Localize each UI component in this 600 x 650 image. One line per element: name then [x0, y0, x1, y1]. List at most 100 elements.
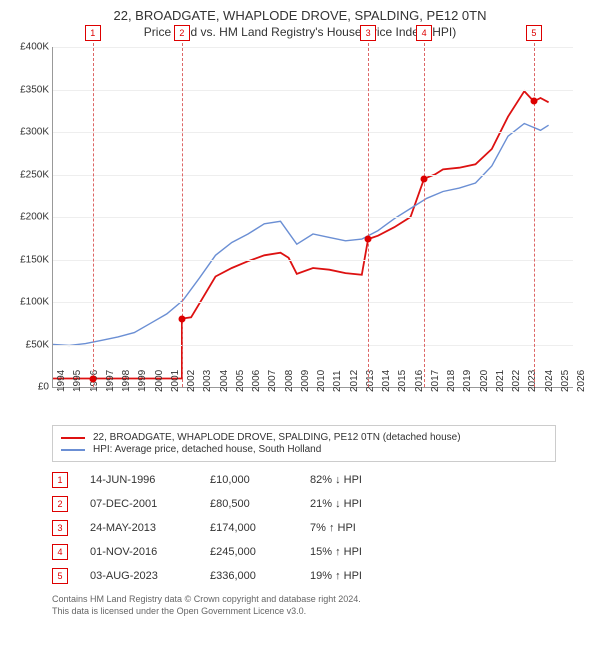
- x-axis-label: 2017: [430, 370, 441, 392]
- sale-marker-line: [534, 43, 535, 387]
- y-axis-label: £250K: [11, 169, 49, 180]
- x-axis-label: 2022: [511, 370, 522, 392]
- sale-row: 3 24-MAY-2013£174,0007% ↑ HPI: [52, 516, 556, 540]
- sale-price: £174,000: [210, 522, 310, 534]
- gridline: [53, 345, 573, 346]
- x-axis-label: 2020: [479, 370, 490, 392]
- x-axis-label: 2001: [170, 370, 181, 392]
- gridline: [53, 302, 573, 303]
- x-axis-label: 2000: [154, 370, 165, 392]
- sale-date: 14-JUN-1996: [90, 474, 210, 486]
- sale-price: £336,000: [210, 570, 310, 582]
- y-axis-label: £0: [11, 382, 49, 393]
- sale-date: 03-AUG-2023: [90, 570, 210, 582]
- sale-diff: 7% ↑ HPI: [310, 522, 430, 534]
- gridline: [53, 260, 573, 261]
- sale-marker-box: 2: [174, 25, 190, 41]
- chart-title: 22, BROADGATE, WHAPLODE DROVE, SPALDING,…: [10, 8, 590, 23]
- x-axis-label: 2013: [365, 370, 376, 392]
- legend-swatch: [61, 437, 85, 439]
- sale-row: 207-DEC-2001£80,50021% ↓ HPI: [52, 492, 556, 516]
- y-axis-label: £400K: [11, 42, 49, 53]
- sale-index: 3: [52, 520, 68, 536]
- x-axis-label: 2018: [446, 370, 457, 392]
- sale-marker-box: 3: [360, 25, 376, 41]
- sale-marker-dot: [530, 98, 537, 105]
- sale-index: 5: [52, 568, 68, 584]
- sale-diff: 21% ↓ HPI: [310, 498, 430, 510]
- sale-row: 4 01-NOV-2016£245,00015% ↑ HPI: [52, 540, 556, 564]
- x-axis-label: 2021: [495, 370, 506, 392]
- x-axis-label: 2023: [527, 370, 538, 392]
- gridline: [53, 175, 573, 176]
- gridline: [53, 47, 573, 48]
- y-axis-label: £350K: [11, 84, 49, 95]
- x-axis-label: 2008: [284, 370, 295, 392]
- y-axis-label: £50K: [11, 339, 49, 350]
- sale-marker-dot: [365, 236, 372, 243]
- sale-index: 1: [52, 472, 68, 488]
- sale-date: 07-DEC-2001: [90, 498, 210, 510]
- chart-area: £0£50K£100K£150K£200K£250K£300K£350K£400…: [52, 47, 580, 417]
- x-axis-label: 2024: [544, 370, 555, 392]
- series-hpi: [53, 124, 549, 346]
- legend-label: HPI: Average price, detached house, Sout…: [93, 444, 321, 455]
- x-axis-label: 2019: [462, 370, 473, 392]
- x-axis-label: 2025: [560, 370, 571, 392]
- x-axis-label: 2004: [219, 370, 230, 392]
- y-axis-label: £300K: [11, 127, 49, 138]
- sale-index: 4: [52, 544, 68, 560]
- x-axis-label: 2002: [186, 370, 197, 392]
- x-axis-label: 2014: [381, 370, 392, 392]
- gridline: [53, 217, 573, 218]
- x-axis-label: 2007: [267, 370, 278, 392]
- sale-price: £10,000: [210, 474, 310, 486]
- x-axis-label: 2016: [414, 370, 425, 392]
- sale-price: £80,500: [210, 498, 310, 510]
- x-axis-label: 1997: [105, 370, 116, 392]
- footer: Contains HM Land Registry data © Crown c…: [52, 594, 580, 617]
- sale-marker-box: 1: [85, 25, 101, 41]
- sale-marker-dot: [89, 375, 96, 382]
- legend-item: HPI: Average price, detached house, Sout…: [61, 444, 547, 455]
- sales-table: 1 14-JUN-1996£10,00082% ↓ HPI 207-DEC-2001…: [52, 468, 556, 588]
- legend-swatch: [61, 449, 85, 451]
- gridline: [53, 132, 573, 133]
- sale-marker-box: 4: [416, 25, 432, 41]
- sale-row: 5 03-AUG-2023£336,00019% ↑ HPI: [52, 564, 556, 588]
- plot-area: £0£50K£100K£150K£200K£250K£300K£350K£400…: [52, 47, 573, 388]
- sale-date: 24-MAY-2013: [90, 522, 210, 534]
- legend: 22, BROADGATE, WHAPLODE DROVE, SPALDING,…: [52, 425, 556, 462]
- y-axis-label: £150K: [11, 254, 49, 265]
- sale-row: 1 14-JUN-1996£10,00082% ↓ HPI: [52, 468, 556, 492]
- x-axis-label: 2015: [397, 370, 408, 392]
- x-axis-label: 2012: [349, 370, 360, 392]
- legend-label: 22, BROADGATE, WHAPLODE DROVE, SPALDING,…: [93, 432, 461, 443]
- legend-item: 22, BROADGATE, WHAPLODE DROVE, SPALDING,…: [61, 432, 547, 443]
- sale-price: £245,000: [210, 546, 310, 558]
- sale-marker-box: 5: [526, 25, 542, 41]
- sale-marker-line: [93, 43, 94, 387]
- sale-diff: 15% ↑ HPI: [310, 546, 430, 558]
- x-axis-label: 1994: [56, 370, 67, 392]
- sale-marker-dot: [178, 315, 185, 322]
- x-axis-label: 2010: [316, 370, 327, 392]
- y-axis-label: £100K: [11, 297, 49, 308]
- sale-diff: 19% ↑ HPI: [310, 570, 430, 582]
- sale-date: 01-NOV-2016: [90, 546, 210, 558]
- x-axis-label: 2006: [251, 370, 262, 392]
- gridline: [53, 90, 573, 91]
- sale-marker-line: [424, 43, 425, 387]
- x-axis-label: 2011: [332, 370, 343, 392]
- footer-line-1: Contains HM Land Registry data © Crown c…: [52, 594, 580, 606]
- x-axis-label: 2009: [300, 370, 311, 392]
- x-axis-label: 1995: [72, 370, 83, 392]
- x-axis-label: 2026: [576, 370, 587, 392]
- y-axis-label: £200K: [11, 212, 49, 223]
- sale-diff: 82% ↓ HPI: [310, 474, 430, 486]
- footer-line-2: This data is licensed under the Open Gov…: [52, 606, 580, 618]
- sale-marker-line: [182, 43, 183, 387]
- sale-marker-line: [368, 43, 369, 387]
- sale-marker-dot: [421, 175, 428, 182]
- series-property: [53, 91, 549, 378]
